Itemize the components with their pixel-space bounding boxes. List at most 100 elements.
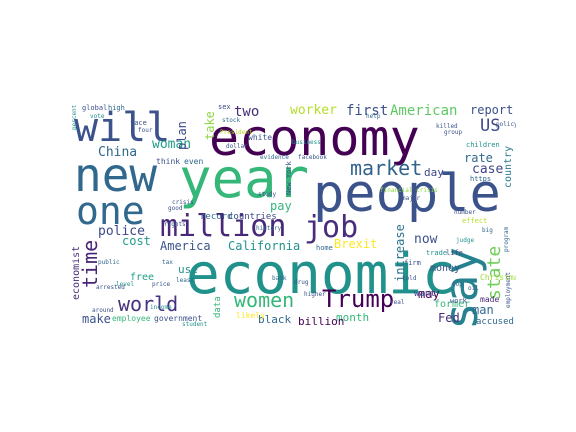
word-year: year [179,147,310,210]
word-level: level [116,281,135,288]
word-drug: drug [294,279,309,286]
word-case: case [472,162,504,177]
word-man: man [472,303,494,317]
word-use: use [178,263,198,276]
word-billion: billion [298,315,345,328]
word-American: American [390,103,458,119]
word-number: number [454,209,476,216]
word-big: big [482,227,493,234]
word-facebook: facebook [298,154,327,161]
word-employment: employment [505,271,512,308]
word-price: price [152,281,171,288]
word-percent: percent [72,104,78,130]
word-home: home [316,244,333,252]
word-report: report [470,103,514,117]
word-https: https [470,175,492,183]
word-government: government [154,314,203,323]
word-make: make [82,312,111,326]
word-million: million [160,209,287,244]
word-Brexit: Brexit [334,237,378,251]
word-evidence: evidence [260,154,289,161]
word-likely: likely [236,311,265,320]
word-work: work [450,297,467,305]
word-judge: judge [456,237,475,244]
word-policy: policy [496,121,516,128]
word-former: former [434,299,471,310]
word-one: one [76,189,145,233]
word-Christmas: Christmas [480,273,516,282]
word-sex: sex [218,103,231,111]
word-US: US [480,116,501,136]
word-people: people [313,164,501,224]
word-economy: economy [209,109,420,167]
word-life: life [446,249,463,257]
word-bank: bank [272,275,287,282]
word-women: women [234,288,295,312]
word-China: China [98,145,138,160]
word-rate: rate [464,151,493,165]
word-killed: killed [436,123,458,130]
word-made: made [480,295,500,304]
word-woman: woman [152,137,192,152]
word-least: least [176,277,195,284]
word-group: group [444,129,463,136]
word-told: told [402,275,417,282]
word-worker: worker [290,103,337,118]
word-job: job [304,210,359,245]
word-good: good [168,205,183,212]
word-new: new [74,148,158,202]
word-economic: economic [186,242,456,307]
word-black: black [258,313,292,326]
word-take: take [203,111,217,140]
word-higher: higher [304,291,326,298]
word-help: help [366,113,381,120]
word-tax: tax [162,259,173,266]
word-arrested: arrested [96,284,125,291]
word-effect: effect [462,217,488,225]
word-global: global [82,104,108,112]
word-program: program [503,226,510,252]
word-think: think [156,157,181,166]
word-day: day [424,166,444,179]
word-California: California [228,239,301,253]
word-vote: vote [90,113,105,120]
word-face: face [130,119,147,127]
word-two: two [234,104,260,120]
word-police: police [98,224,145,239]
word-first: first [346,103,389,119]
word-student: student [182,321,208,328]
word-public: public [98,259,120,266]
word-study: study [258,191,277,198]
word-income: income [150,304,172,311]
word-trade: trade [426,249,448,257]
word-record: record [200,212,233,222]
word-money: money [430,263,461,274]
word-now: now [414,232,438,247]
word-month: month [336,311,370,324]
word-will: will [74,105,171,151]
word-economist: economist [72,245,82,300]
word-high: high [108,104,125,112]
word-plan: plan [175,121,189,150]
word-cloud: economy economic year people new say wil… [72,100,516,333]
word-Trump: Trump [322,285,395,313]
word-President: President [220,129,253,136]
word-may: may [418,287,440,301]
word-want: want [414,289,436,299]
word-Fed: Fed [438,311,460,325]
word-firm: firm [404,259,421,267]
word-free: free [130,272,155,283]
word-America: America [160,239,211,253]
word-accused: accused [476,317,514,327]
word-children: children [466,141,500,149]
word-oil: oil [468,285,479,292]
word-rights: rights [164,221,186,228]
word-pay: pay [270,199,292,213]
word-even: even [184,157,204,166]
word-real: real [390,299,405,306]
word-around: around [92,307,114,314]
word-employee: employee [112,314,151,323]
word-dollar: dollar [226,143,248,150]
word-business: business [292,139,321,146]
word-world: world [118,292,179,316]
